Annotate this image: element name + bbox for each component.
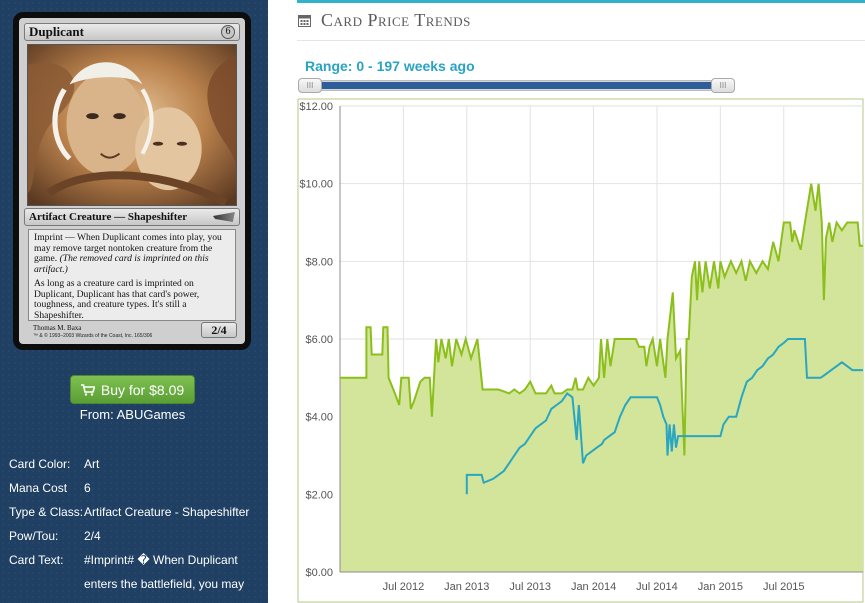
card-name: Duplicant [29,24,84,39]
detail-label: Type & Class: [9,505,84,519]
y-tick-label: $10.00 [299,179,333,191]
card-title-bar: Duplicant 6 [24,23,240,41]
detail-label: Card Color: [9,457,71,471]
x-tick-label: Jan 2014 [571,581,616,593]
range-slider-end-handle[interactable]: III [711,78,735,93]
panel-title-text: Card Price Trends [321,10,471,30]
detail-value: Art [84,457,100,471]
buy-button[interactable]: Buy for $8.09 [70,375,195,404]
seller-name: From: ABUGames [79,407,186,422]
rules-text-shapeshift: As long as a creature card is imprinted … [34,278,200,321]
mana-cost-icon: 6 [221,25,235,39]
x-tick-label: Jul 2015 [763,581,805,593]
y-tick-label: $2.00 [305,489,333,501]
detail-value: 2/4 [84,529,101,543]
power-toughness-box: 2/4 [201,322,237,338]
y-tick-label: $12.00 [299,101,333,113]
y-tick-label: $0.00 [305,567,333,579]
panel-title: Card Price Trends [298,10,471,31]
x-tick-label: Jan 2015 [698,581,743,593]
y-tick-label: $4.00 [305,412,333,424]
price-chart[interactable]: $0.00 $2.00 $4.00 $6.00 $8.00 $10.00 $12.00 Jul… [297,98,865,603]
detail-value: Artifact Creature - Shapeshifter [84,505,250,519]
range-label: Range: 0 - 197 weeks ago [305,58,475,74]
set-symbol-icon [213,212,235,222]
card-sidebar: Duplicant 6 [0,0,268,603]
card-type-line: Artifact Creature — Shapeshifter [24,208,240,226]
detail-label: Mana Cost [9,481,68,495]
x-tick-label: Jul 2014 [636,581,678,593]
series-line-green [340,183,863,456]
card-art [27,44,237,206]
x-tick-label: Jul 2013 [509,581,551,593]
rules-text-reminder: (The removed card is imprinted on this a… [34,253,209,275]
card-type: Artifact Creature — Shapeshifter [29,211,188,223]
card-rules-text: Imprint — When Duplicant comes into play… [28,229,236,321]
y-tick-label: $8.00 [305,256,333,268]
buy-button-label: Buy for $8.09 [100,381,185,398]
title-divider [297,40,865,41]
range-slider-start-handle[interactable]: III [298,78,322,93]
detail-row: Card Color: Art [9,452,254,476]
card-copyright: ™ & © 1993–2003 Wizards of the Coast, In… [33,333,153,339]
detail-row: Mana Cost 6 [9,476,254,500]
detail-value: 6 [84,481,91,495]
y-tick-label: $6.00 [305,334,333,346]
card-face: Duplicant 6 [19,18,245,344]
card-details: Card Color: Art Mana Cost 6 Type & Class: Art… [9,452,254,596]
series-line-blue [465,338,863,495]
detail-label: Card Text: [9,553,64,567]
detail-label: Pow/Tou: [9,529,59,543]
card-image: Duplicant 6 [13,12,251,350]
x-tick-label: Jan 2013 [444,581,489,593]
detail-row: Type & Class: Artifact Creature - Shapesh… [9,500,254,524]
detail-value: #Imprint# � When Duplicant enters the ba… [84,553,245,591]
calendar-icon [298,15,311,27]
chart-axes: $0.00 $2.00 $4.00 $6.00 $8.00 $10.00 $12.00 Jul… [299,101,863,593]
range-slider-fill [312,82,721,89]
rules-text-imprint: Imprint — When Duplicant comes into play… [34,232,222,264]
x-tick-label: Jul 2012 [383,581,425,593]
detail-row: Pow/Tou: 2/4 [9,524,254,548]
detail-row: Card Text: #Imprint# � When Duplicant ent… [9,548,254,596]
panel-accent-bar [297,0,865,3]
range-slider[interactable]: III III [298,78,735,93]
shopping-cart-icon [80,383,95,396]
card-artist: Thomas M. Baxa [33,324,82,332]
